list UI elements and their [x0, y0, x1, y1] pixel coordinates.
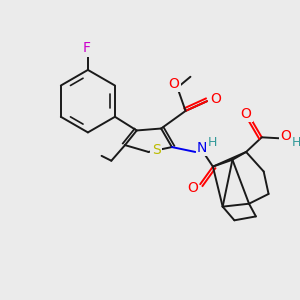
Text: O: O: [210, 92, 221, 106]
Text: O: O: [281, 129, 292, 143]
Text: H: H: [292, 136, 300, 149]
Text: O: O: [241, 107, 251, 121]
Text: O: O: [168, 76, 179, 91]
Text: H: H: [208, 136, 218, 149]
Text: N: N: [197, 141, 207, 155]
Text: O: O: [187, 181, 198, 195]
Text: F: F: [83, 41, 91, 56]
Text: S: S: [152, 143, 161, 157]
